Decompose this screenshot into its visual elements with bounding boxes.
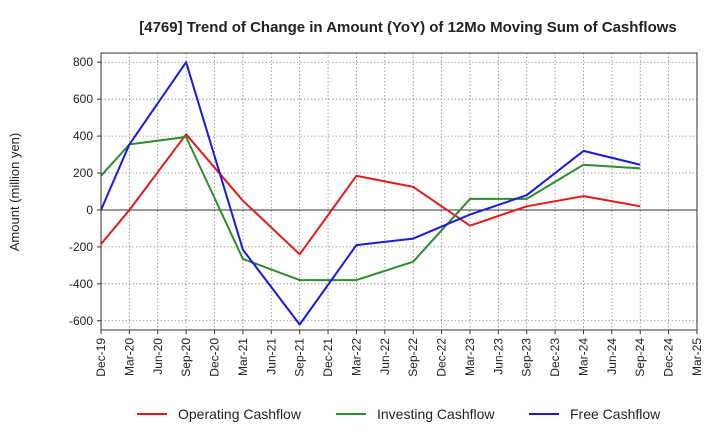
x-tick-label: Mar-20 <box>122 338 136 376</box>
x-tick-label: Mar-25 <box>690 338 704 376</box>
series-line-free-cashflow <box>100 61 641 326</box>
x-tick-label: Dec-19 <box>94 338 108 377</box>
x-tick-label: Dec-22 <box>435 338 449 377</box>
x-tick-label: Mar-23 <box>463 338 477 376</box>
y-axis-label: Amount (million yen) <box>7 133 22 252</box>
y-tick-label: 0 <box>86 203 93 217</box>
x-tick-label: Dec-23 <box>548 338 562 377</box>
chart-title: [4769] Trend of Change in Amount (YoY) o… <box>139 19 677 36</box>
y-tick-label: -400 <box>69 277 93 291</box>
x-tick-label: Jun-22 <box>378 338 392 375</box>
x-tick-label: Sep-21 <box>293 338 307 377</box>
x-axis-ticks: Dec-19 Mar-20 Jun-20 Sep-20 Dec-20 Mar-21 Jun-… <box>94 330 704 377</box>
y-tick-label: 600 <box>73 92 93 106</box>
x-tick-label: Mar-24 <box>576 338 590 376</box>
x-tick-label: Sep-22 <box>406 338 420 377</box>
x-tick-label: Jun-23 <box>491 338 505 375</box>
x-tick-label: Mar-22 <box>349 338 363 376</box>
x-tick-label: Jun-24 <box>605 338 619 375</box>
legend-label-operating-cashflow: Operating Cashflow <box>178 406 302 422</box>
x-tick-label: Sep-24 <box>633 338 647 377</box>
x-tick-label: Sep-20 <box>179 338 193 377</box>
series-line-operating-cashflow <box>100 133 641 256</box>
x-tick-label: Dec-24 <box>662 338 676 377</box>
legend-label-investing-cashflow: Investing Cashflow <box>377 406 495 422</box>
y-tick-label: -600 <box>69 314 93 328</box>
x-tick-label: Sep-23 <box>520 338 534 377</box>
y-tick-label: 200 <box>73 166 93 180</box>
y-tick-label: -200 <box>69 240 93 254</box>
x-tick-label: Dec-20 <box>208 338 222 377</box>
y-tick-label: 400 <box>73 129 93 143</box>
x-tick-label: Dec-21 <box>321 338 335 377</box>
legend-label-free-cashflow: Free Cashflow <box>570 406 661 422</box>
series-line-investing-cashflow <box>100 136 641 282</box>
plot-frame <box>100 52 698 331</box>
y-tick-label: 800 <box>73 55 93 69</box>
x-tick-label: Mar-21 <box>236 338 250 376</box>
grid <box>100 53 698 330</box>
x-tick-label: Jun-21 <box>264 338 278 375</box>
x-tick-label: Jun-20 <box>151 338 165 375</box>
legend: Operating Cashflow Investing Cashflow Free… <box>137 406 661 422</box>
y-axis-ticks: 800 600 400 200 0 -200 -400 -600 <box>69 55 101 328</box>
series-lines <box>100 61 641 326</box>
